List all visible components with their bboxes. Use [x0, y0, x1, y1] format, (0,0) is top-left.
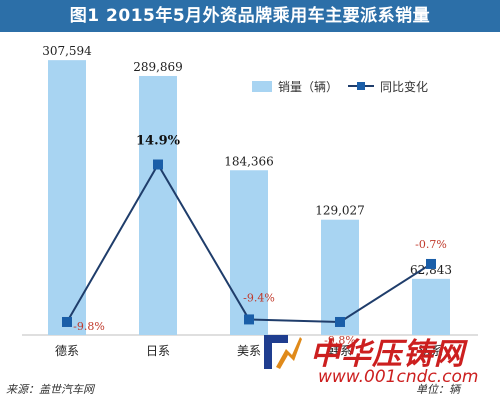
line-marker	[153, 159, 163, 170]
bar-series	[48, 60, 450, 336]
percent-label: -9.8%	[73, 320, 105, 333]
line-marker	[244, 314, 254, 325]
watermark: 中华压铸网 www.001cndc.com	[258, 325, 498, 395]
bar	[139, 75, 177, 335]
legend-line-label: 同比变化	[380, 79, 428, 94]
unit-note: 单位：辆	[416, 383, 460, 396]
watermark-text: 中华压铸网	[310, 337, 465, 372]
category-labels: 德系 日系 美系 韩系 法系	[55, 343, 443, 358]
percent-labels: -9.8% 14.9% -9.4% -9.8% -0.7%	[73, 134, 447, 347]
bar-value-label: 184,366	[224, 154, 274, 168]
bar-value-label: 129,027	[315, 204, 365, 218]
chart-title: 图1 2015年5月外资品牌乘用车主要派系销量	[69, 6, 431, 26]
bar	[48, 60, 86, 336]
bar-value-label: 62,843	[410, 263, 452, 277]
percent-label: 14.9%	[136, 134, 181, 149]
line-marker	[335, 316, 345, 327]
category-label: 法系	[419, 344, 443, 358]
source-note: 来源：盖世汽车网	[6, 383, 94, 396]
category-label: 德系	[55, 343, 79, 358]
legend-bar-label: 销量（辆）	[278, 80, 338, 94]
bar	[321, 219, 359, 335]
watermark-url: www.001cndc.com	[318, 367, 479, 387]
watermark-logo-icon	[264, 335, 302, 369]
line-marker	[62, 316, 72, 327]
category-label: 日系	[146, 344, 170, 358]
line-marker	[426, 258, 436, 269]
percent-label: -9.4%	[243, 291, 275, 304]
bar-value-label: 307,594	[42, 44, 92, 58]
legend: 销量（辆） 同比变化	[252, 79, 428, 94]
chart-area: 307,594 289,869 184,366 129,027 62,843 -9.8%…	[22, 44, 478, 358]
percent-label: -0.7%	[415, 238, 447, 251]
line-series	[62, 159, 436, 327]
category-label: 韩系	[328, 343, 352, 358]
bar	[412, 278, 450, 335]
percent-label: -9.8%	[324, 334, 356, 347]
bar-value-label: 289,869	[133, 60, 183, 74]
bar	[230, 170, 268, 335]
bar-value-labels: 307,594 289,869 184,366 129,027 62,843	[42, 44, 452, 277]
legend-bar-swatch	[252, 81, 272, 92]
title-bar	[0, 0, 500, 32]
category-label: 美系	[237, 344, 261, 358]
legend-line-marker	[357, 82, 365, 90]
